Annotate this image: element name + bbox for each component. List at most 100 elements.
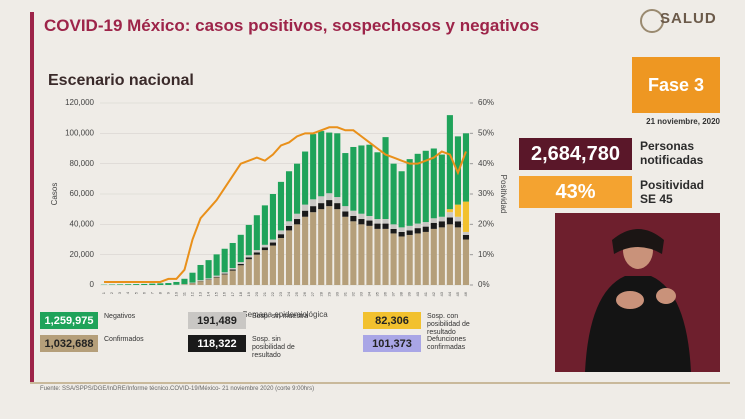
- bar-segment: [318, 203, 325, 210]
- bar-segment: [430, 148, 437, 219]
- x-tick-label: 17: [230, 291, 235, 296]
- bar-segment: [205, 260, 212, 279]
- bar-segment: [422, 226, 429, 232]
- bar-segment: [438, 216, 445, 222]
- bar-segment: [454, 216, 461, 222]
- bar-segment: [358, 219, 365, 225]
- bar-segment: [310, 134, 317, 200]
- bar-segment: [390, 233, 397, 285]
- interpreter-hair: [612, 229, 664, 254]
- bar-segment: [326, 132, 333, 194]
- bar-segment: [229, 242, 236, 269]
- interpreter-hand: [656, 288, 676, 304]
- bar-segment: [462, 201, 470, 232]
- bar-segment: [422, 231, 429, 285]
- bar-segment: [318, 196, 325, 204]
- bar-segment: [390, 163, 397, 225]
- bar-segment: [117, 284, 124, 285]
- bar-segment: [446, 115, 453, 210]
- notified-value: 2,684,780: [519, 138, 632, 170]
- x-tick-label: 18: [238, 291, 243, 296]
- x-tick-label: 3: [117, 291, 122, 294]
- bar-segment: [261, 250, 268, 285]
- bar-segment: [318, 131, 325, 197]
- bar-segment: [189, 272, 196, 283]
- bar-segment: [446, 224, 453, 285]
- bar-segment: [406, 159, 413, 226]
- bar-segment: [358, 224, 365, 285]
- bar-segment: [446, 212, 453, 218]
- bar-segment: [237, 263, 244, 266]
- x-tick-label: 11: [182, 291, 187, 296]
- bar-segment: [277, 181, 285, 231]
- interpreter-hand: [616, 291, 644, 309]
- x-tick-label: 25: [294, 291, 299, 296]
- bar-segment: [454, 227, 461, 285]
- x-tick-label: 22: [270, 291, 275, 296]
- bar-segment: [197, 280, 204, 281]
- bar-segment: [165, 283, 172, 285]
- bar-segment: [398, 231, 405, 237]
- y2-tick-label: 40%: [478, 159, 494, 168]
- bar-segment: [261, 244, 268, 248]
- label-line: notificadas: [640, 153, 704, 167]
- bar-segment: [446, 209, 453, 213]
- x-tick-label: 46: [463, 291, 468, 296]
- x-tick-label: 15: [214, 291, 219, 296]
- bar-segment: [366, 144, 373, 216]
- bar-segment: [285, 230, 293, 285]
- bar-segment: [173, 281, 180, 285]
- x-tick-label: 39: [407, 291, 412, 296]
- bar-segment: [253, 250, 260, 253]
- bar-segment: [253, 252, 260, 255]
- positivity-line: [104, 126, 467, 283]
- x-tick-label: 1: [101, 291, 106, 294]
- legend-label: Sosp. sin posibilidad de resultado: [252, 336, 295, 359]
- bar-segment: [213, 277, 220, 285]
- bar-segment: [181, 278, 188, 285]
- x-tick-label: 13: [198, 291, 203, 296]
- phase-badge: Fase 3: [632, 57, 720, 113]
- bar-segment: [245, 259, 252, 285]
- bar-segment: [366, 220, 373, 226]
- bar-segment: [398, 236, 405, 285]
- bar-segment: [285, 225, 293, 231]
- x-tick-label: 35: [375, 291, 380, 296]
- bar-segment: [294, 163, 301, 214]
- bar-segment: [326, 193, 333, 201]
- bar-segment: [294, 213, 301, 220]
- bar-segment: [221, 248, 228, 273]
- x-tick-label: 19: [246, 291, 251, 296]
- legend-total: 191,489: [188, 312, 246, 329]
- y-tick-label: 40,000: [70, 219, 95, 228]
- bar-segment: [422, 222, 429, 227]
- bar-segment: [245, 257, 252, 260]
- x-tick-label: 41: [423, 291, 428, 296]
- bar-segment: [334, 133, 341, 198]
- y-tick-label: 20,000: [70, 250, 95, 259]
- bar-segment: [414, 228, 421, 234]
- x-tick-label: 2: [109, 291, 114, 294]
- source: Fuente: SSA/SPPS/DGE/InDRE/Informe técni…: [40, 386, 315, 392]
- bar-segment: [310, 206, 317, 213]
- x-tick-label: 4: [125, 291, 130, 294]
- legend-total: 1,259,975: [40, 312, 98, 329]
- y2-tick-label: 50%: [478, 128, 494, 137]
- bar-segment: [326, 200, 333, 207]
- bar-segment: [438, 227, 445, 285]
- bar-segment: [438, 221, 445, 228]
- bar-segment: [462, 239, 470, 285]
- bar-segment: [358, 213, 365, 220]
- bar-segment: [406, 225, 413, 231]
- x-tick-label: 6: [141, 291, 146, 294]
- y2-tick-label: 30%: [478, 189, 494, 198]
- bar-segment: [414, 153, 421, 224]
- bar-segment: [205, 279, 212, 285]
- bar-segment: [342, 153, 349, 207]
- bar-segment: [269, 194, 276, 240]
- bar-segment: [430, 222, 437, 229]
- bar-segment: [374, 228, 381, 285]
- bar-segment: [454, 204, 461, 217]
- x-axis-label: Semana epidemiológica: [242, 310, 328, 319]
